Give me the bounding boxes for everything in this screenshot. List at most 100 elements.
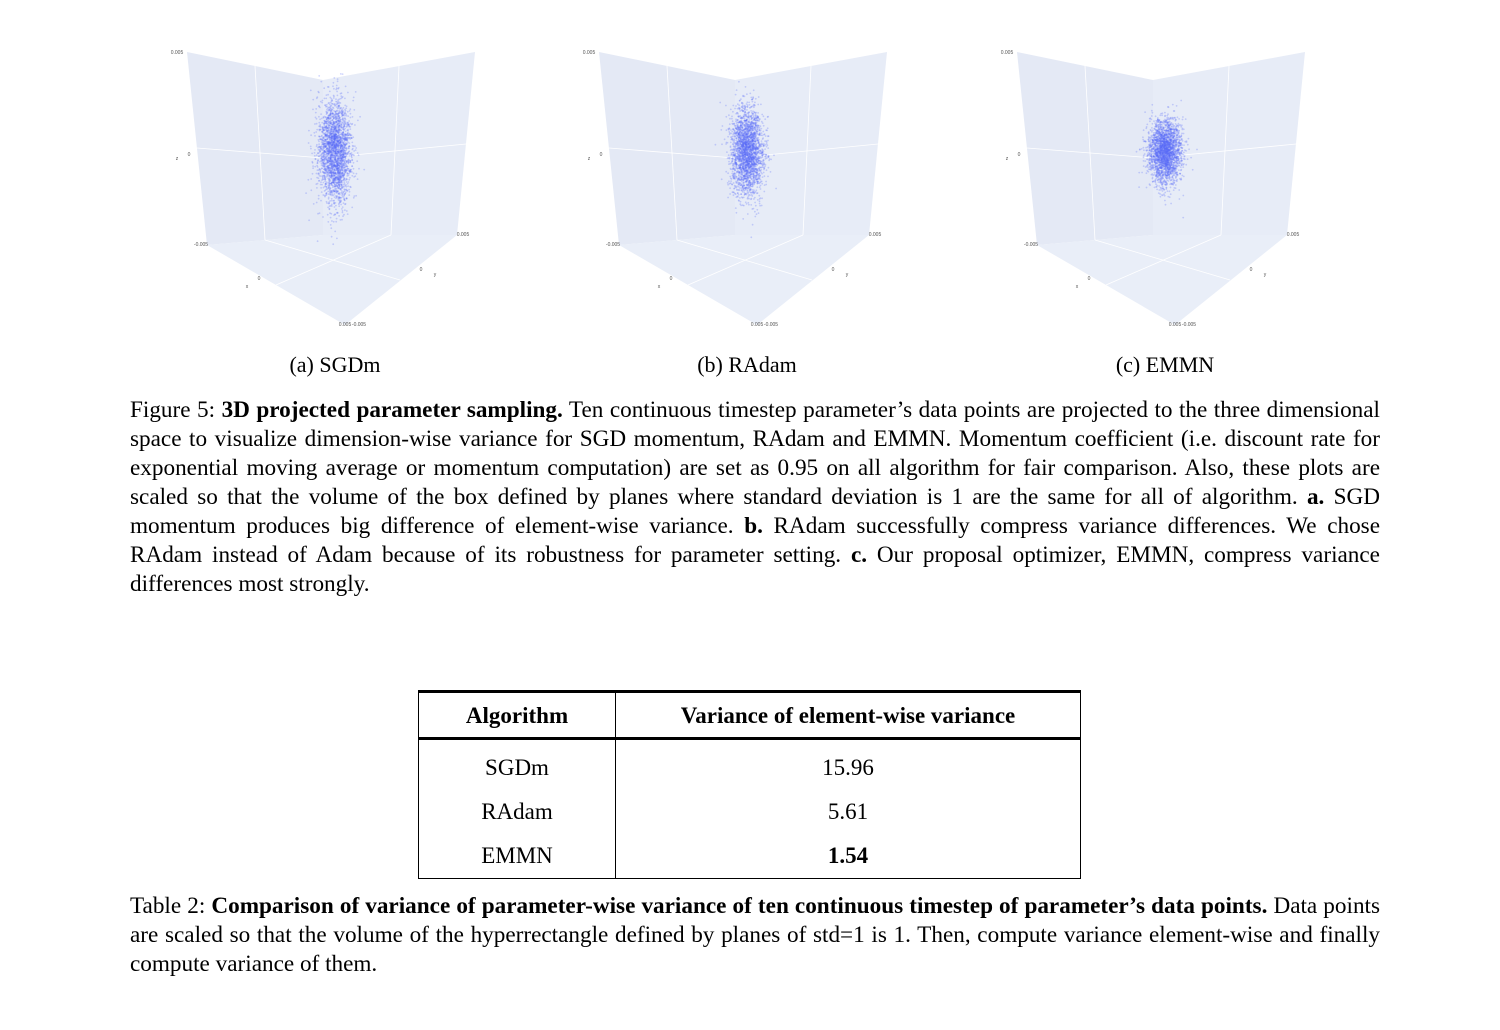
- data-point: [761, 154, 764, 157]
- data-point: [735, 211, 738, 214]
- data-point: [324, 138, 326, 141]
- data-point: [341, 115, 343, 118]
- data-point: [332, 181, 335, 183]
- data-point: [739, 140, 742, 143]
- data-point: [318, 140, 320, 143]
- data-point: [330, 140, 333, 143]
- data-point: [331, 143, 334, 146]
- data-point: [316, 176, 318, 179]
- data-point: [330, 126, 333, 129]
- data-point: [331, 168, 334, 170]
- data-point: [755, 171, 758, 174]
- data-point: [320, 147, 323, 150]
- data-point: [346, 169, 349, 171]
- data-point: [336, 212, 339, 214]
- data-point: [333, 167, 335, 170]
- data-point: [352, 153, 354, 156]
- data-point: [735, 124, 737, 127]
- data-point: [323, 145, 325, 148]
- data-point: [754, 145, 756, 148]
- data-point: [328, 143, 331, 146]
- data-point: [339, 141, 342, 144]
- axis-label-y: y: [846, 272, 849, 278]
- data-point: [763, 167, 766, 170]
- data-point: [331, 123, 334, 126]
- data-point: [340, 157, 343, 160]
- data-point: [347, 123, 350, 126]
- data-point: [329, 96, 332, 99]
- data-point: [341, 114, 344, 117]
- data-point: [337, 141, 340, 144]
- data-point: [339, 152, 342, 155]
- data-point: [322, 154, 325, 157]
- data-point: [345, 165, 348, 168]
- data-point: [323, 136, 325, 138]
- data-point: [335, 118, 338, 121]
- data-point: [751, 163, 754, 166]
- data-point: [754, 133, 756, 136]
- data-point: [329, 149, 332, 152]
- data-point: [741, 104, 744, 107]
- data-point: [329, 124, 331, 126]
- data-point: [337, 146, 339, 149]
- data-point: [339, 137, 342, 140]
- tick-y-right: 0.005: [457, 232, 470, 238]
- data-point: [343, 137, 345, 140]
- data-point: [725, 104, 727, 107]
- data-point: [321, 101, 324, 104]
- data-point: [749, 164, 751, 166]
- data-point: [324, 142, 327, 145]
- data-point: [329, 112, 332, 115]
- data-point: [331, 137, 334, 140]
- data-point: [325, 140, 328, 143]
- data-point: [338, 129, 341, 131]
- data-point: [332, 135, 334, 138]
- data-point: [327, 161, 330, 164]
- data-point: [333, 163, 335, 166]
- data-point: [334, 164, 337, 167]
- data-point: [335, 129, 338, 132]
- data-point: [733, 150, 736, 153]
- data-point: [335, 173, 338, 176]
- data-point: [340, 187, 342, 190]
- data-point: [766, 129, 768, 132]
- data-point: [730, 180, 732, 183]
- data-point: [335, 144, 338, 146]
- data-point: [757, 126, 760, 129]
- data-point: [327, 143, 330, 146]
- data-point: [747, 127, 749, 130]
- data-point: [735, 149, 738, 151]
- data-point: [326, 130, 328, 132]
- data-point: [349, 133, 351, 136]
- data-point: [351, 174, 354, 177]
- data-point: [332, 143, 334, 145]
- data-point: [746, 142, 749, 145]
- data-point: [329, 112, 332, 114]
- data-point: [325, 103, 328, 106]
- data-point: [754, 113, 757, 116]
- data-point: [333, 128, 336, 130]
- data-point: [741, 185, 744, 188]
- data-point: [335, 148, 338, 150]
- data-point: [334, 179, 337, 182]
- grid-line: [802, 65, 812, 236]
- data-point: [325, 135, 327, 138]
- data-point: [342, 148, 345, 150]
- data-point: [323, 151, 326, 154]
- data-point: [351, 147, 354, 150]
- data-point: [335, 84, 338, 87]
- data-point: [349, 112, 352, 115]
- data-point: [343, 149, 345, 152]
- data-point: [325, 144, 328, 147]
- data-point: [337, 100, 340, 103]
- data-point: [744, 146, 746, 149]
- data-point: [336, 130, 338, 132]
- data-point: [321, 128, 324, 131]
- data-point: [338, 139, 341, 142]
- data-point: [742, 110, 744, 113]
- data-point: [333, 128, 336, 130]
- tick-y-right: 0.005: [869, 232, 882, 238]
- data-point: [336, 135, 338, 138]
- data-point: [326, 105, 328, 108]
- data-point: [322, 186, 325, 189]
